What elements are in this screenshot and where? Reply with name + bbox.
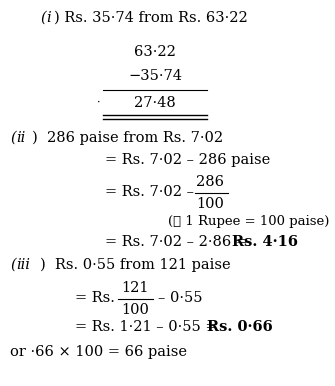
Text: 121: 121 [121,281,149,295]
Text: ii: ii [16,131,25,145]
Text: 286: 286 [196,175,224,189]
Text: 100: 100 [121,303,149,317]
Text: 100: 100 [196,197,224,211]
Text: = Rs. 1·21 – 0·55 =: = Rs. 1·21 – 0·55 = [75,320,222,334]
Text: (∴ 1 Rupee = 100 paise): (∴ 1 Rupee = 100 paise) [168,215,329,229]
Text: iii: iii [16,258,30,272]
Text: i: i [46,11,51,25]
Text: )  Rs. 0·55 from 121 paise: ) Rs. 0·55 from 121 paise [40,258,230,272]
Text: Rs. 4·16: Rs. 4·16 [232,235,298,249]
Text: (: ( [10,131,16,145]
Text: 27·48: 27·48 [134,96,176,110]
Text: Rs. 0·66: Rs. 0·66 [207,320,273,334]
Text: )  286 paise from Rs. 7·02: ) 286 paise from Rs. 7·02 [32,131,223,145]
Text: ) Rs. 35·74 from Rs. 63·22: ) Rs. 35·74 from Rs. 63·22 [54,11,248,25]
Text: −35·74: −35·74 [128,69,182,83]
Text: – 0·55: – 0·55 [158,291,202,305]
Text: or ·66 × 100 = 66 paise: or ·66 × 100 = 66 paise [10,345,187,359]
Text: = Rs. 7·02 – 2·86 =: = Rs. 7·02 – 2·86 = [105,235,253,249]
Text: = Rs.: = Rs. [75,291,115,305]
Text: = Rs. 7·02 –: = Rs. 7·02 – [105,185,194,199]
Text: (: ( [40,11,46,25]
Text: = Rs. 7·02 – 286 paise: = Rs. 7·02 – 286 paise [105,153,270,167]
Text: 63·22: 63·22 [134,45,176,59]
Text: (: ( [10,258,16,272]
Text: ·: · [97,98,100,108]
